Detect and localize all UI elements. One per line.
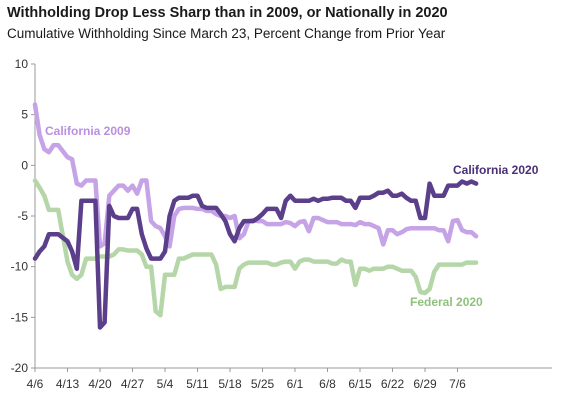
series-line-california-2020 — [32, 179, 479, 330]
x-tick-label: 4/20 — [88, 377, 112, 391]
x-tick-label: 7/6 — [449, 377, 466, 391]
series-group — [32, 102, 479, 330]
chart-title: Withholding Drop Less Sharp than in 2009… — [7, 5, 448, 21]
series-label-california-2009: California 2009 — [45, 124, 131, 138]
series-label-california-2020: California 2020 — [453, 163, 539, 177]
x-tick-label: 4/13 — [56, 377, 80, 391]
series-line-california-2009 — [32, 102, 479, 249]
x-tick-label: 6/8 — [319, 377, 336, 391]
x-tick-group: 4/6 4/13 4/20 4/27 5/4 5/11 5/18 5/25 6/1 6/8 6/15… — [27, 368, 466, 391]
y-tick-label: -10 — [11, 260, 29, 274]
y-tick-label: -20 — [11, 361, 29, 375]
x-tick-label: 5/11 — [186, 377, 209, 391]
x-tick-label: 4/6 — [27, 377, 44, 391]
x-tick-label: 5/4 — [157, 377, 174, 391]
y-tick-group: 10 5 0 -5 -10 -15 -20 — [11, 57, 35, 375]
x-tick-label: 4/27 — [121, 377, 145, 391]
x-tick-label: 6/1 — [287, 377, 304, 391]
chart-subtitle: Cumulative Withholding Since March 23, P… — [7, 26, 446, 41]
y-tick-label: 5 — [21, 108, 28, 122]
x-tick-label: 6/22 — [381, 377, 405, 391]
x-tick-label: 5/25 — [251, 377, 275, 391]
y-tick-label: 0 — [21, 158, 28, 172]
series-line-federal-2020 — [32, 178, 479, 318]
y-tick-label: 10 — [15, 57, 29, 71]
y-tick-label: -15 — [11, 310, 29, 324]
x-tick-label: 6/15 — [348, 377, 372, 391]
y-tick-label: -5 — [17, 209, 28, 223]
series-label-federal-2020: Federal 2020 — [410, 295, 483, 309]
x-tick-label: 6/29 — [413, 377, 437, 391]
x-tick-label: 5/18 — [218, 377, 242, 391]
